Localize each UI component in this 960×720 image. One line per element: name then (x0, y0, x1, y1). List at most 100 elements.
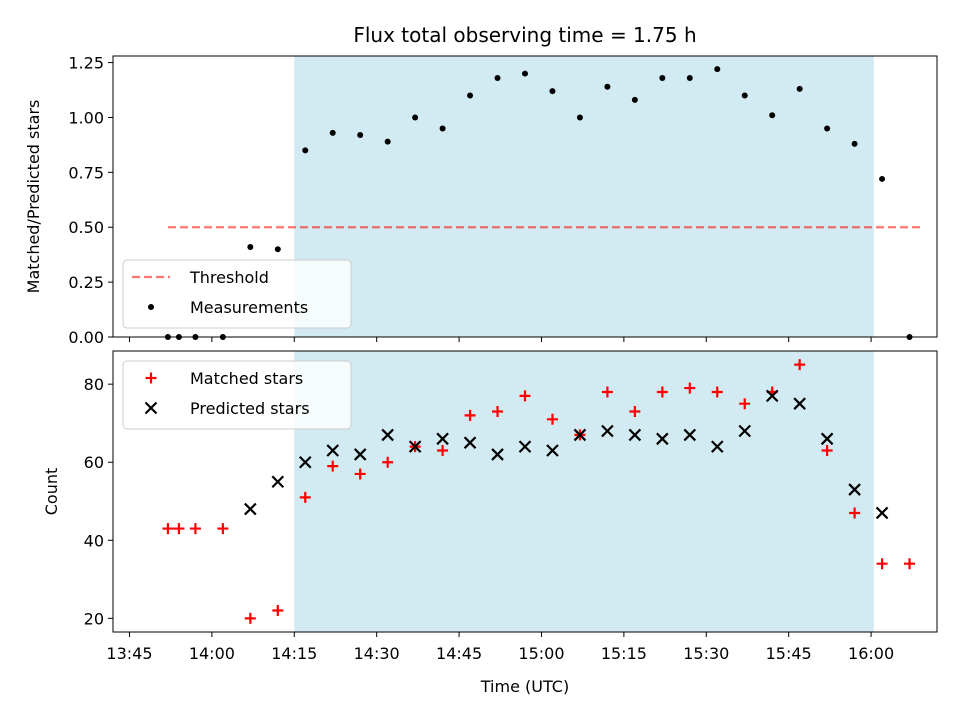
matched-star-point (546, 413, 558, 425)
matched-star-point (492, 405, 504, 417)
measurement-point (302, 147, 309, 154)
y-tick-label: 40 (84, 531, 104, 550)
x-tick-label: 14:15 (271, 644, 317, 663)
matched-star-point (904, 558, 916, 570)
matched-star-point (656, 386, 668, 398)
count-panel: 20 40 60 80 13:45 14:00 14:15 14:30 14:45 15:00 15… (42, 350, 938, 663)
matched-star-point (876, 558, 888, 570)
predicted-star-point (244, 502, 257, 516)
x-tick-label: 15:15 (601, 644, 647, 663)
measurement-point (274, 246, 281, 253)
matched-star-point (821, 445, 833, 457)
measurement-point (686, 74, 693, 81)
y-axis-label: Count (42, 468, 61, 516)
measurement-point (247, 243, 254, 250)
y-tick-label: 1.25 (68, 54, 104, 73)
measurement-point (796, 85, 803, 92)
matched-star-point (173, 523, 185, 535)
matched-star-point (519, 390, 531, 402)
predicted-star-point (628, 428, 642, 442)
matched-star-point (327, 460, 339, 472)
predicted-star-point (546, 444, 559, 457)
y-tick-label: 0.75 (68, 163, 104, 182)
legend-box (122, 259, 352, 329)
measurement-point (824, 125, 831, 132)
x-tick-label: 15:30 (683, 644, 729, 663)
measurement-point (384, 138, 391, 145)
predicted-star-point (710, 440, 724, 453)
y-tick-label: 80 (84, 375, 104, 394)
y-tick-label: 60 (84, 453, 104, 472)
y-tick-label: 20 (84, 609, 104, 628)
matched-star-point (217, 523, 229, 535)
x-tick-label: 15:00 (518, 644, 564, 663)
matched-star-point (354, 468, 366, 480)
measurement-point (879, 175, 886, 182)
predicted-star-point (573, 428, 587, 442)
y-tick-label: 0.50 (68, 218, 104, 237)
matched-star-point (437, 445, 449, 457)
predicted-star-point (326, 444, 340, 457)
predicted-star-point (518, 440, 532, 453)
x-tick-label: 14:45 (436, 644, 482, 663)
x-tick-label: 15:45 (766, 644, 812, 663)
measurement-point (439, 125, 446, 132)
axes-frame (112, 350, 938, 633)
observing-span-shade (294, 351, 874, 632)
matched-star-point (794, 359, 806, 371)
measurement-point (467, 92, 474, 99)
legend: Threshold Measurements (122, 259, 352, 329)
ratio-panel: 0.00 0.25 0.50 0.75 1.00 1.25 Matched/Predicte… (24, 54, 938, 347)
predicted-star-point (463, 436, 477, 449)
chart-title: Flux total observing time = 1.75 h (353, 23, 696, 47)
predicted-star-point (298, 455, 312, 469)
measurement-point (741, 92, 748, 99)
measurement-point (604, 83, 611, 90)
matched-star-point (629, 405, 641, 417)
matched-star-point (464, 409, 476, 421)
observing-span-shade (294, 56, 874, 337)
predicted-star-point (738, 424, 752, 438)
matched-star-point (601, 386, 613, 398)
y-tick-label: 0.00 (68, 328, 104, 347)
x-axis-label: Time (UTC) (480, 677, 569, 696)
matched-star-point (849, 507, 861, 519)
predicted-star-point (353, 448, 367, 461)
matched-star-point (684, 382, 696, 394)
y-tick-label: 1.00 (68, 108, 104, 127)
predicted-star-point (848, 483, 861, 496)
matched-star-point (244, 612, 256, 624)
x-tick-label: 16:00 (848, 644, 894, 663)
legend-predicted-swatch (144, 401, 158, 415)
measurement-point (357, 132, 364, 139)
predicted-star-point (381, 428, 394, 442)
y-tick-label: 0.25 (68, 273, 104, 292)
matched-star-point (739, 398, 751, 410)
matched-star-point (299, 491, 311, 503)
predicted-star-point (601, 424, 614, 438)
axes-frame (112, 55, 938, 338)
measurement-point (714, 66, 721, 73)
x-tick-label: 14:00 (189, 644, 235, 663)
measurement-point (631, 96, 638, 103)
predicted-star-point (820, 432, 834, 446)
predicted-star-point (683, 428, 697, 442)
legend-label: Predicted stars (190, 399, 310, 418)
x-tick-label: 14:30 (354, 644, 400, 663)
predicted-star-point (436, 432, 449, 446)
legend-matched-swatch (145, 372, 157, 384)
measurement-point (851, 140, 858, 147)
measurement-point (769, 112, 776, 119)
predicted-star-point (408, 440, 422, 453)
predicted-star-point (793, 397, 806, 410)
predicted-star-point (656, 432, 669, 446)
measurement-point (494, 74, 501, 81)
measurement-point (659, 74, 666, 81)
legend-box (122, 360, 352, 430)
matched-star-point (711, 386, 723, 398)
measurement-point (329, 129, 336, 136)
matched-star-point (189, 523, 201, 535)
predicted-star-point (271, 475, 285, 489)
matched-star-point (382, 456, 394, 468)
